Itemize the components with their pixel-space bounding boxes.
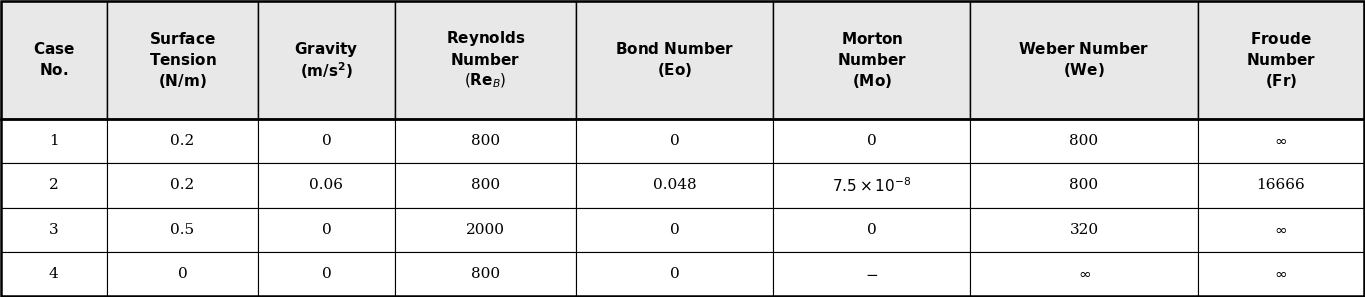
- Text: $\mathbf{Froude}$: $\mathbf{Froude}$: [1250, 31, 1312, 47]
- Text: 0: 0: [177, 267, 187, 281]
- Bar: [1, 163, 106, 208]
- Text: 1: 1: [49, 134, 59, 148]
- Bar: [774, 163, 971, 208]
- Text: $\mathrm{-}$: $\mathrm{-}$: [865, 267, 879, 281]
- Text: 800: 800: [471, 267, 500, 281]
- Bar: [774, 1, 971, 119]
- Bar: [394, 163, 576, 208]
- Text: $(\mathbf{Re}_{B})$: $(\mathbf{Re}_{B})$: [464, 72, 506, 90]
- Text: $\mathbf{(Fr)}$: $\mathbf{(Fr)}$: [1265, 72, 1297, 90]
- Text: $\mathbf{Morton}$: $\mathbf{Morton}$: [841, 31, 904, 47]
- Bar: [576, 119, 774, 163]
- Text: 0: 0: [867, 223, 876, 237]
- Text: $\mathbf{Number}$: $\mathbf{Number}$: [837, 52, 906, 68]
- Text: $\mathbf{Bond\ Number}$: $\mathbf{Bond\ Number}$: [616, 41, 734, 57]
- Text: $7.5 \times 10^{-8}$: $7.5 \times 10^{-8}$: [833, 176, 912, 195]
- Text: 4: 4: [49, 267, 59, 281]
- Text: $\mathbf{(Eo)}$: $\mathbf{(Eo)}$: [657, 61, 692, 80]
- Bar: [258, 252, 394, 296]
- Bar: [106, 252, 258, 296]
- Bar: [1197, 1, 1364, 119]
- Bar: [971, 208, 1197, 252]
- Bar: [1197, 252, 1364, 296]
- Text: 2000: 2000: [465, 223, 505, 237]
- Bar: [394, 252, 576, 296]
- Bar: [394, 119, 576, 163]
- Text: $\infty$: $\infty$: [1275, 134, 1287, 148]
- Bar: [106, 1, 258, 119]
- Text: 800: 800: [1069, 134, 1099, 148]
- Text: 0: 0: [670, 134, 680, 148]
- Bar: [258, 1, 394, 119]
- Text: $\infty$: $\infty$: [1275, 267, 1287, 281]
- Bar: [1197, 119, 1364, 163]
- Text: 0.06: 0.06: [310, 178, 344, 192]
- Bar: [576, 163, 774, 208]
- Text: 0.048: 0.048: [652, 178, 696, 192]
- Bar: [774, 208, 971, 252]
- Text: 0: 0: [322, 223, 332, 237]
- Text: 0: 0: [867, 134, 876, 148]
- Text: $\mathbf{Number}$: $\mathbf{Number}$: [450, 52, 520, 68]
- Bar: [971, 1, 1197, 119]
- Text: $\infty$: $\infty$: [1275, 223, 1287, 237]
- Text: 3: 3: [49, 223, 59, 237]
- Bar: [258, 208, 394, 252]
- Text: 16666: 16666: [1257, 178, 1305, 192]
- Text: $\mathbf{Number}$: $\mathbf{Number}$: [1246, 52, 1316, 68]
- Bar: [971, 163, 1197, 208]
- Bar: [1197, 163, 1364, 208]
- Bar: [106, 163, 258, 208]
- Text: $\mathbf{Case}$: $\mathbf{Case}$: [33, 41, 75, 57]
- Bar: [971, 119, 1197, 163]
- Text: 800: 800: [1069, 178, 1099, 192]
- Text: $\mathbf{(m/s^{2})}$: $\mathbf{(m/s^{2})}$: [300, 60, 354, 81]
- Text: $\mathbf{(Mo)}$: $\mathbf{(Mo)}$: [852, 72, 891, 90]
- Text: 0: 0: [670, 267, 680, 281]
- Bar: [774, 252, 971, 296]
- Text: 0.2: 0.2: [171, 178, 195, 192]
- Text: 800: 800: [471, 134, 500, 148]
- Text: 320: 320: [1069, 223, 1099, 237]
- Bar: [394, 1, 576, 119]
- Text: 800: 800: [471, 178, 500, 192]
- Bar: [774, 119, 971, 163]
- Text: 0: 0: [670, 223, 680, 237]
- Text: $\mathbf{(We)}$: $\mathbf{(We)}$: [1063, 61, 1104, 80]
- Text: $\mathbf{Weber\ Number}$: $\mathbf{Weber\ Number}$: [1018, 41, 1149, 57]
- Bar: [1, 252, 106, 296]
- Text: $\mathbf{Surface}$: $\mathbf{Surface}$: [149, 31, 216, 47]
- Text: $\mathbf{(N/m)}$: $\mathbf{(N/m)}$: [158, 72, 207, 90]
- Text: 2: 2: [49, 178, 59, 192]
- Bar: [106, 208, 258, 252]
- Bar: [258, 163, 394, 208]
- Text: 0.5: 0.5: [171, 223, 195, 237]
- Bar: [1, 208, 106, 252]
- Bar: [1, 119, 106, 163]
- Text: $\mathbf{Tension}$: $\mathbf{Tension}$: [149, 52, 217, 68]
- Bar: [258, 119, 394, 163]
- Text: 0: 0: [322, 267, 332, 281]
- Text: 0.2: 0.2: [171, 134, 195, 148]
- Bar: [1, 1, 106, 119]
- Bar: [576, 1, 774, 119]
- Bar: [971, 252, 1197, 296]
- Text: 0: 0: [322, 134, 332, 148]
- Text: $\mathbf{No.}$: $\mathbf{No.}$: [40, 62, 68, 78]
- Bar: [394, 208, 576, 252]
- Text: $\infty$: $\infty$: [1077, 267, 1091, 281]
- Text: $\mathbf{Gravity}$: $\mathbf{Gravity}$: [295, 40, 359, 59]
- Text: $\mathbf{Reynolds}$: $\mathbf{Reynolds}$: [445, 29, 526, 48]
- Bar: [576, 208, 774, 252]
- Bar: [1197, 208, 1364, 252]
- Bar: [576, 252, 774, 296]
- Bar: [106, 119, 258, 163]
